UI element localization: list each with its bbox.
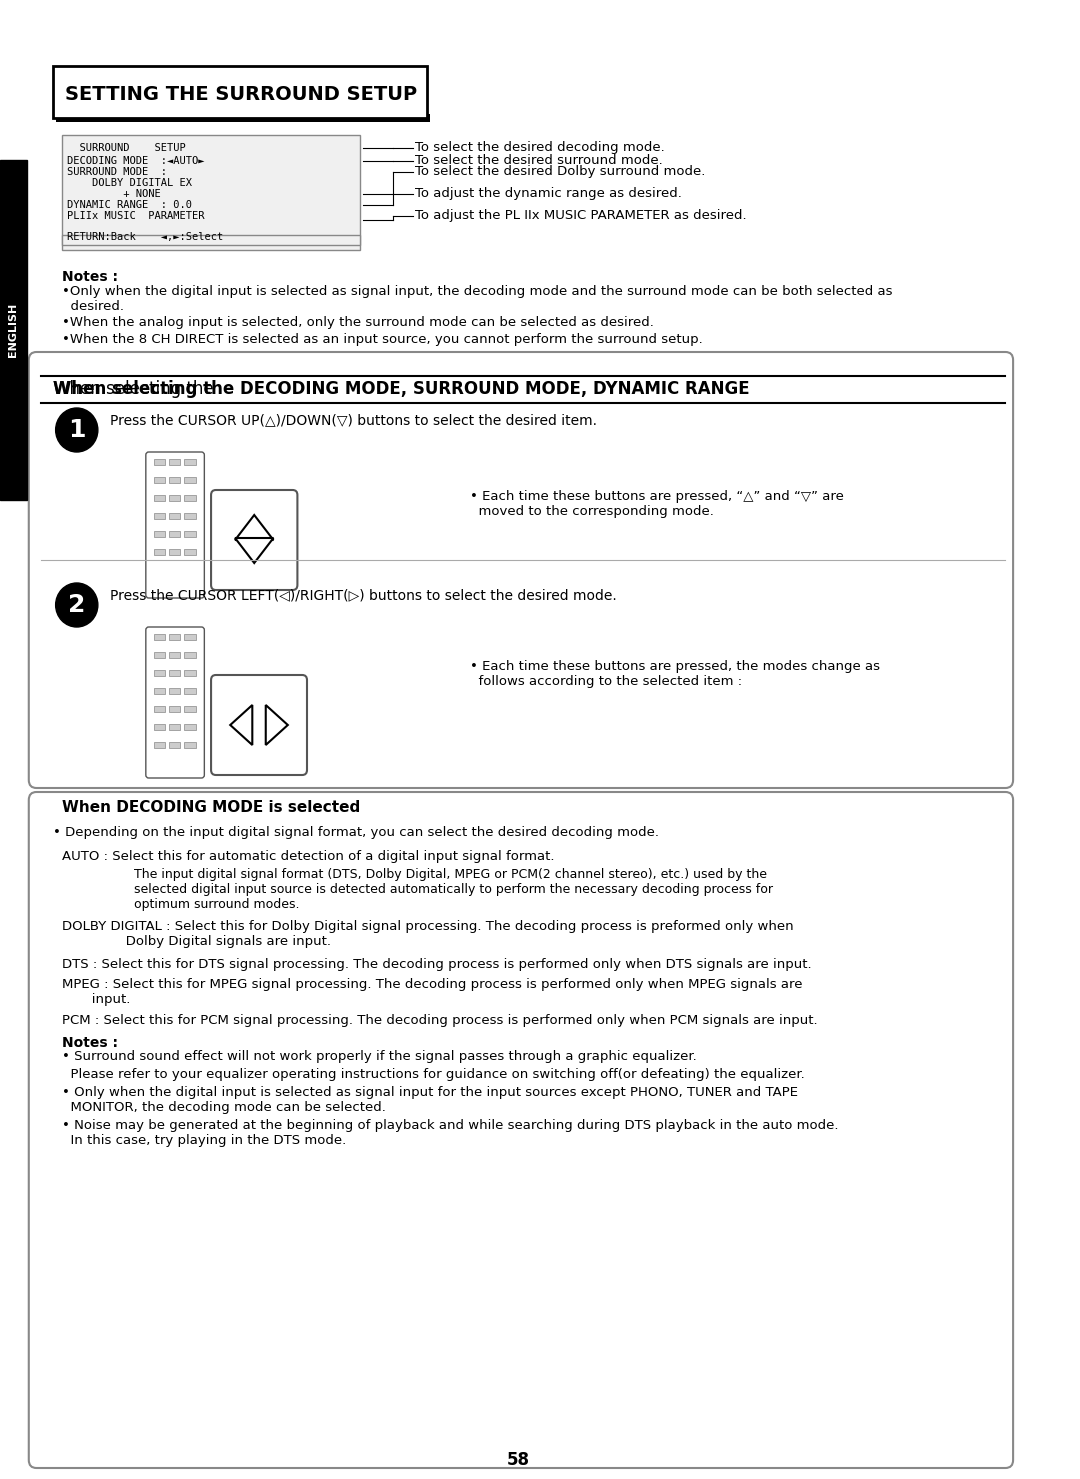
Text: MPEG : Select this for MPEG signal processing. The decoding process is performed: MPEG : Select this for MPEG signal proce… <box>63 978 802 1006</box>
Bar <box>153 725 165 731</box>
Text: To select the desired Dolby surround mode.: To select the desired Dolby surround mod… <box>416 166 706 179</box>
Bar <box>153 705 165 711</box>
FancyBboxPatch shape <box>0 160 27 500</box>
Text: •When the 8 CH DIRECT is selected as an input source, you cannot perform the sur: •When the 8 CH DIRECT is selected as an … <box>63 333 703 346</box>
Bar <box>153 670 165 676</box>
Bar <box>185 670 195 676</box>
Bar <box>185 652 195 658</box>
Text: • Only when the digital input is selected as signal input for the input sources : • Only when the digital input is selecte… <box>63 1086 798 1114</box>
Text: Please refer to your equalizer operating instructions for guidance on switching : Please refer to your equalizer operating… <box>63 1068 805 1081</box>
Circle shape <box>56 583 98 627</box>
Bar <box>153 495 165 501</box>
Bar <box>185 531 195 537</box>
Bar <box>153 531 165 537</box>
Text: • Surround sound effect will not work properly if the signal passes through a gr: • Surround sound effect will not work pr… <box>63 1050 697 1063</box>
Text: DTS : Select this for DTS signal processing. The decoding process is performed o: DTS : Select this for DTS signal process… <box>63 958 812 972</box>
Text: The input digital signal format (DTS, Dolby Digital, MPEG or PCM(2 channel stere: The input digital signal format (DTS, Do… <box>134 868 773 911</box>
Bar <box>168 531 180 537</box>
Text: • Each time these buttons are pressed, the modes change as
  follows according t: • Each time these buttons are pressed, t… <box>470 660 880 688</box>
Polygon shape <box>235 515 273 540</box>
FancyBboxPatch shape <box>211 674 307 775</box>
Text: • Each time these buttons are pressed, “△” and “▽” are
  moved to the correspond: • Each time these buttons are pressed, “… <box>470 490 843 518</box>
Bar <box>153 742 165 748</box>
Bar <box>168 652 180 658</box>
FancyBboxPatch shape <box>146 627 204 778</box>
Polygon shape <box>266 705 287 745</box>
Bar <box>56 114 430 121</box>
FancyBboxPatch shape <box>63 135 360 250</box>
Bar <box>185 634 195 640</box>
Bar <box>185 705 195 711</box>
Bar <box>168 742 180 748</box>
Text: SURROUND    SETUP: SURROUND SETUP <box>67 143 186 152</box>
Text: • Noise may be generated at the beginning of playback and while searching during: • Noise may be generated at the beginnin… <box>63 1120 839 1148</box>
Bar <box>185 478 195 484</box>
Bar <box>168 513 180 519</box>
Bar <box>153 688 165 694</box>
Polygon shape <box>235 538 273 563</box>
Text: Notes :: Notes : <box>63 1035 119 1050</box>
Text: When selecting the DECODING MODE, SURROUND MODE, DYNAMIC RANGE: When selecting the DECODING MODE, SURROU… <box>53 380 750 398</box>
Text: DOLBY DIGITAL EX: DOLBY DIGITAL EX <box>67 177 192 188</box>
Text: SETTING THE SURROUND SETUP: SETTING THE SURROUND SETUP <box>65 86 417 105</box>
Polygon shape <box>230 705 253 745</box>
Bar <box>185 513 195 519</box>
Text: •When the analog input is selected, only the surround mode can be selected as de: •When the analog input is selected, only… <box>63 317 654 328</box>
Text: 1: 1 <box>68 419 85 442</box>
Text: PLIIx MUSIC  PARAMETER: PLIIx MUSIC PARAMETER <box>67 211 204 220</box>
Bar <box>153 549 165 555</box>
Text: •Only when the digital input is selected as signal input, the decoding mode and : •Only when the digital input is selected… <box>63 285 893 314</box>
Bar <box>168 725 180 731</box>
Bar <box>185 688 195 694</box>
Bar <box>185 742 195 748</box>
Bar <box>168 478 180 484</box>
Bar <box>168 549 180 555</box>
Bar <box>185 495 195 501</box>
Circle shape <box>56 408 98 453</box>
Bar <box>168 670 180 676</box>
Text: AUTO : Select this for automatic detection of a digital input signal format.: AUTO : Select this for automatic detecti… <box>63 850 555 864</box>
Bar <box>168 495 180 501</box>
Bar <box>153 513 165 519</box>
Bar <box>153 458 165 464</box>
Text: ENGLISH: ENGLISH <box>9 303 18 356</box>
Bar <box>168 705 180 711</box>
Text: RETURN:Back    ◄,►:Select: RETURN:Back ◄,►:Select <box>67 232 224 243</box>
Text: 2: 2 <box>68 593 85 617</box>
Text: • Depending on the input digital signal format, you can select the desired decod: • Depending on the input digital signal … <box>53 825 659 839</box>
FancyBboxPatch shape <box>211 490 297 590</box>
Text: Notes :: Notes : <box>63 271 119 284</box>
Text: SURROUND MODE  :: SURROUND MODE : <box>67 167 167 177</box>
Text: To select the desired decoding mode.: To select the desired decoding mode. <box>416 142 665 154</box>
Text: PCM : Select this for PCM signal processing. The decoding process is performed o: PCM : Select this for PCM signal process… <box>63 1015 818 1026</box>
FancyBboxPatch shape <box>63 235 360 246</box>
Bar <box>185 725 195 731</box>
FancyBboxPatch shape <box>29 791 1013 1469</box>
Bar <box>153 652 165 658</box>
Text: When DECODING MODE is selected: When DECODING MODE is selected <box>63 800 361 815</box>
Bar <box>185 458 195 464</box>
Bar <box>153 634 165 640</box>
Text: + NONE: + NONE <box>67 189 161 200</box>
FancyBboxPatch shape <box>29 352 1013 788</box>
FancyBboxPatch shape <box>146 453 204 598</box>
Bar <box>168 688 180 694</box>
Text: To adjust the dynamic range as desired.: To adjust the dynamic range as desired. <box>416 188 683 201</box>
Text: Press the CURSOR LEFT(◁)/RIGHT(▷) buttons to select the desired mode.: Press the CURSOR LEFT(◁)/RIGHT(▷) button… <box>110 589 617 602</box>
Bar <box>153 478 165 484</box>
Text: To select the desired surround mode.: To select the desired surround mode. <box>416 154 663 167</box>
Bar <box>185 549 195 555</box>
Text: DECODING MODE  :◄AUTO►: DECODING MODE :◄AUTO► <box>67 155 204 166</box>
Text: DOLBY DIGITAL : Select this for Dolby Digital signal processing. The decoding pr: DOLBY DIGITAL : Select this for Dolby Di… <box>63 920 794 948</box>
Text: When selecting the: When selecting the <box>53 380 218 398</box>
Text: DYNAMIC RANGE  : 0.0: DYNAMIC RANGE : 0.0 <box>67 200 192 210</box>
Text: 58: 58 <box>507 1451 529 1469</box>
Text: To adjust the PL IIx MUSIC PARAMETER as desired.: To adjust the PL IIx MUSIC PARAMETER as … <box>416 210 747 222</box>
FancyBboxPatch shape <box>53 67 427 118</box>
Bar <box>168 458 180 464</box>
Text: Press the CURSOR UP(△)/DOWN(▽) buttons to select the desired item.: Press the CURSOR UP(△)/DOWN(▽) buttons t… <box>110 413 597 427</box>
Bar <box>168 634 180 640</box>
